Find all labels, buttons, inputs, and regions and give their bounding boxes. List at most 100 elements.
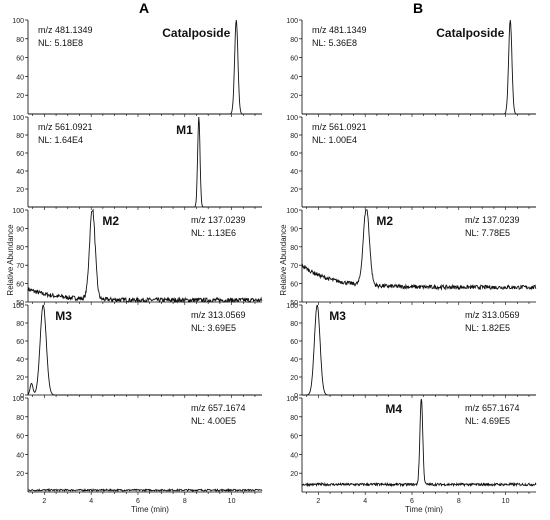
y-tick-label: 40 [290,357,298,364]
panel-a: 20 40 60 80 100 m/z 481.1349 NL: 5.18E8 Catalpo… [12,18,263,505]
y-tick-label: 100 [12,18,24,25]
y-tick-label: 80 [290,415,298,422]
x-tick-label: 2 [42,498,46,505]
y-tick-label: 70 [16,263,24,270]
x-tick-label: 4 [363,498,367,505]
y-tick-label: 100 [286,208,298,215]
y-tick-label: 40 [16,74,24,81]
nl-label: NL: 5.36E8 [312,38,357,48]
trace-b-3: 50 60 70 80 90 100 m/z 137.0239 NL: 7.78E5 M2 [286,208,537,307]
compound-label: Catalposide [436,26,504,40]
y-tick-label: 100 [286,303,298,310]
y-tick-label: 90 [16,226,24,233]
compound-label: M4 [385,402,402,416]
y-tick-label: 40 [16,169,24,176]
compound-label: M1 [176,123,193,137]
y-tick-label: 100 [286,18,298,25]
mz-label: m/z 481.1349 [312,25,367,35]
y-tick-label: 20 [16,93,24,100]
y-tick-label: 20 [290,375,298,382]
signal-line [28,19,262,115]
y-tick-label: 100 [286,396,298,403]
x-axis-label-b: Time (min) [405,505,443,514]
x-tick-label: 8 [457,498,461,505]
y-tick-label: 40 [290,452,298,459]
mz-label: m/z 481.1349 [38,25,93,35]
signal-line [301,398,537,488]
y-tick-label: 100 [12,396,24,403]
y-tick-label: 40 [290,74,298,81]
trace-a-1: 20 40 60 80 100 m/z 481.1349 NL: 5.18E8 Catalpo… [12,18,262,117]
mz-label: m/z 657.1674 [191,403,246,413]
x-tick-label: 2 [316,498,320,505]
y-tick-label: 80 [290,133,298,140]
trace-a-3: 50 60 70 80 90 100 m/z 137.0239 NL: 1.13E6 M2 [12,208,263,307]
mz-label: m/z 137.0239 [465,215,520,225]
x-tick-label: 6 [410,498,414,505]
mz-label: m/z 313.0569 [191,310,246,320]
y-tick-label: 20 [290,93,298,100]
nl-label: NL: 1.13E6 [191,228,236,238]
panel-label-b: B [413,0,423,16]
trace-a-2: 20 40 60 80 100 m/z 561.0921 NL: 1.64E4 M1 [12,115,262,210]
nl-label: NL: 1.82E5 [465,323,510,333]
y-tick-label: 60 [16,282,24,289]
panel-b: 20 40 60 80 100 m/z 481.1349 NL: 5.36E8 Catalpo… [286,18,537,505]
x-tick-label: 10 [502,498,510,505]
trace-b-1: 20 40 60 80 100 m/z 481.1349 NL: 5.36E8 Catalpo… [286,18,536,117]
y-tick-label: 60 [16,339,24,346]
compound-label: Catalposide [162,26,230,40]
y-tick-label: 100 [12,208,24,215]
y-tick-label: 80 [290,245,298,252]
signal-line [27,304,262,396]
nl-label: NL: 4.69E5 [465,416,510,426]
y-tick-label: 80 [16,245,24,252]
y-tick-label: 40 [16,357,24,364]
nl-label: NL: 7.78E5 [465,228,510,238]
mz-label: m/z 561.0921 [312,122,367,132]
y-tick-label: 20 [16,187,24,194]
panel-label-a: A [139,0,149,16]
nl-label: NL: 1.64E4 [38,135,83,145]
y-tick-label: 50 [16,300,24,307]
nl-label: NL: 3.69E5 [191,323,236,333]
nl-label: NL: 1.00E4 [312,135,357,145]
y-tick-label: 60 [16,56,24,63]
y-tick-label: 40 [290,169,298,176]
trace-a-5: 20 40 60 80 100 2 4 6 8 10 m/z 657.1674 NL: 4.00E5 [12,396,263,505]
signal-line [28,116,262,208]
y-tick-label: 80 [16,37,24,44]
y-tick-label: 100 [12,115,24,122]
y-tick-label: 90 [290,226,298,233]
y-tick-label: 60 [16,434,24,441]
mz-label: m/z 561.0921 [38,122,93,132]
compound-label: M2 [102,214,119,228]
signal-line [301,209,537,291]
y-tick-label: 40 [16,452,24,459]
x-tick-label: 10 [228,498,236,505]
trace-a-4: 0 20 40 60 80 100 m/z 313.0569 NL: 3.69E5 M3 [12,303,262,400]
y-tick-label: 80 [16,415,24,422]
y-tick-label: 100 [12,303,24,310]
y-tick-label: 20 [16,375,24,382]
y-tick-label: 80 [16,133,24,140]
y-axis-label-b: Relative Abundance [279,224,288,296]
nl-label: NL: 4.00E5 [191,416,236,426]
x-tick-label: 4 [89,498,93,505]
y-tick-label: 60 [290,56,298,63]
signal-line [27,208,263,304]
y-tick-label: 20 [290,471,298,478]
y-tick-label: 60 [290,282,298,289]
compound-label: M2 [376,214,393,228]
y-tick-label: 60 [16,151,24,158]
x-axis-label-a: Time (min) [131,505,169,514]
trace-b-2: 20 40 60 80 100 m/z 561.0921 NL: 1.00E4 [286,115,536,210]
y-tick-label: 60 [290,151,298,158]
y-axis-label-a: Relative Abundance [6,224,15,296]
nl-label: NL: 5.18E8 [38,38,83,48]
y-tick-label: 20 [16,471,24,478]
signal-line [302,19,536,115]
y-tick-label: 50 [290,300,298,307]
x-tick-label: 6 [136,498,140,505]
